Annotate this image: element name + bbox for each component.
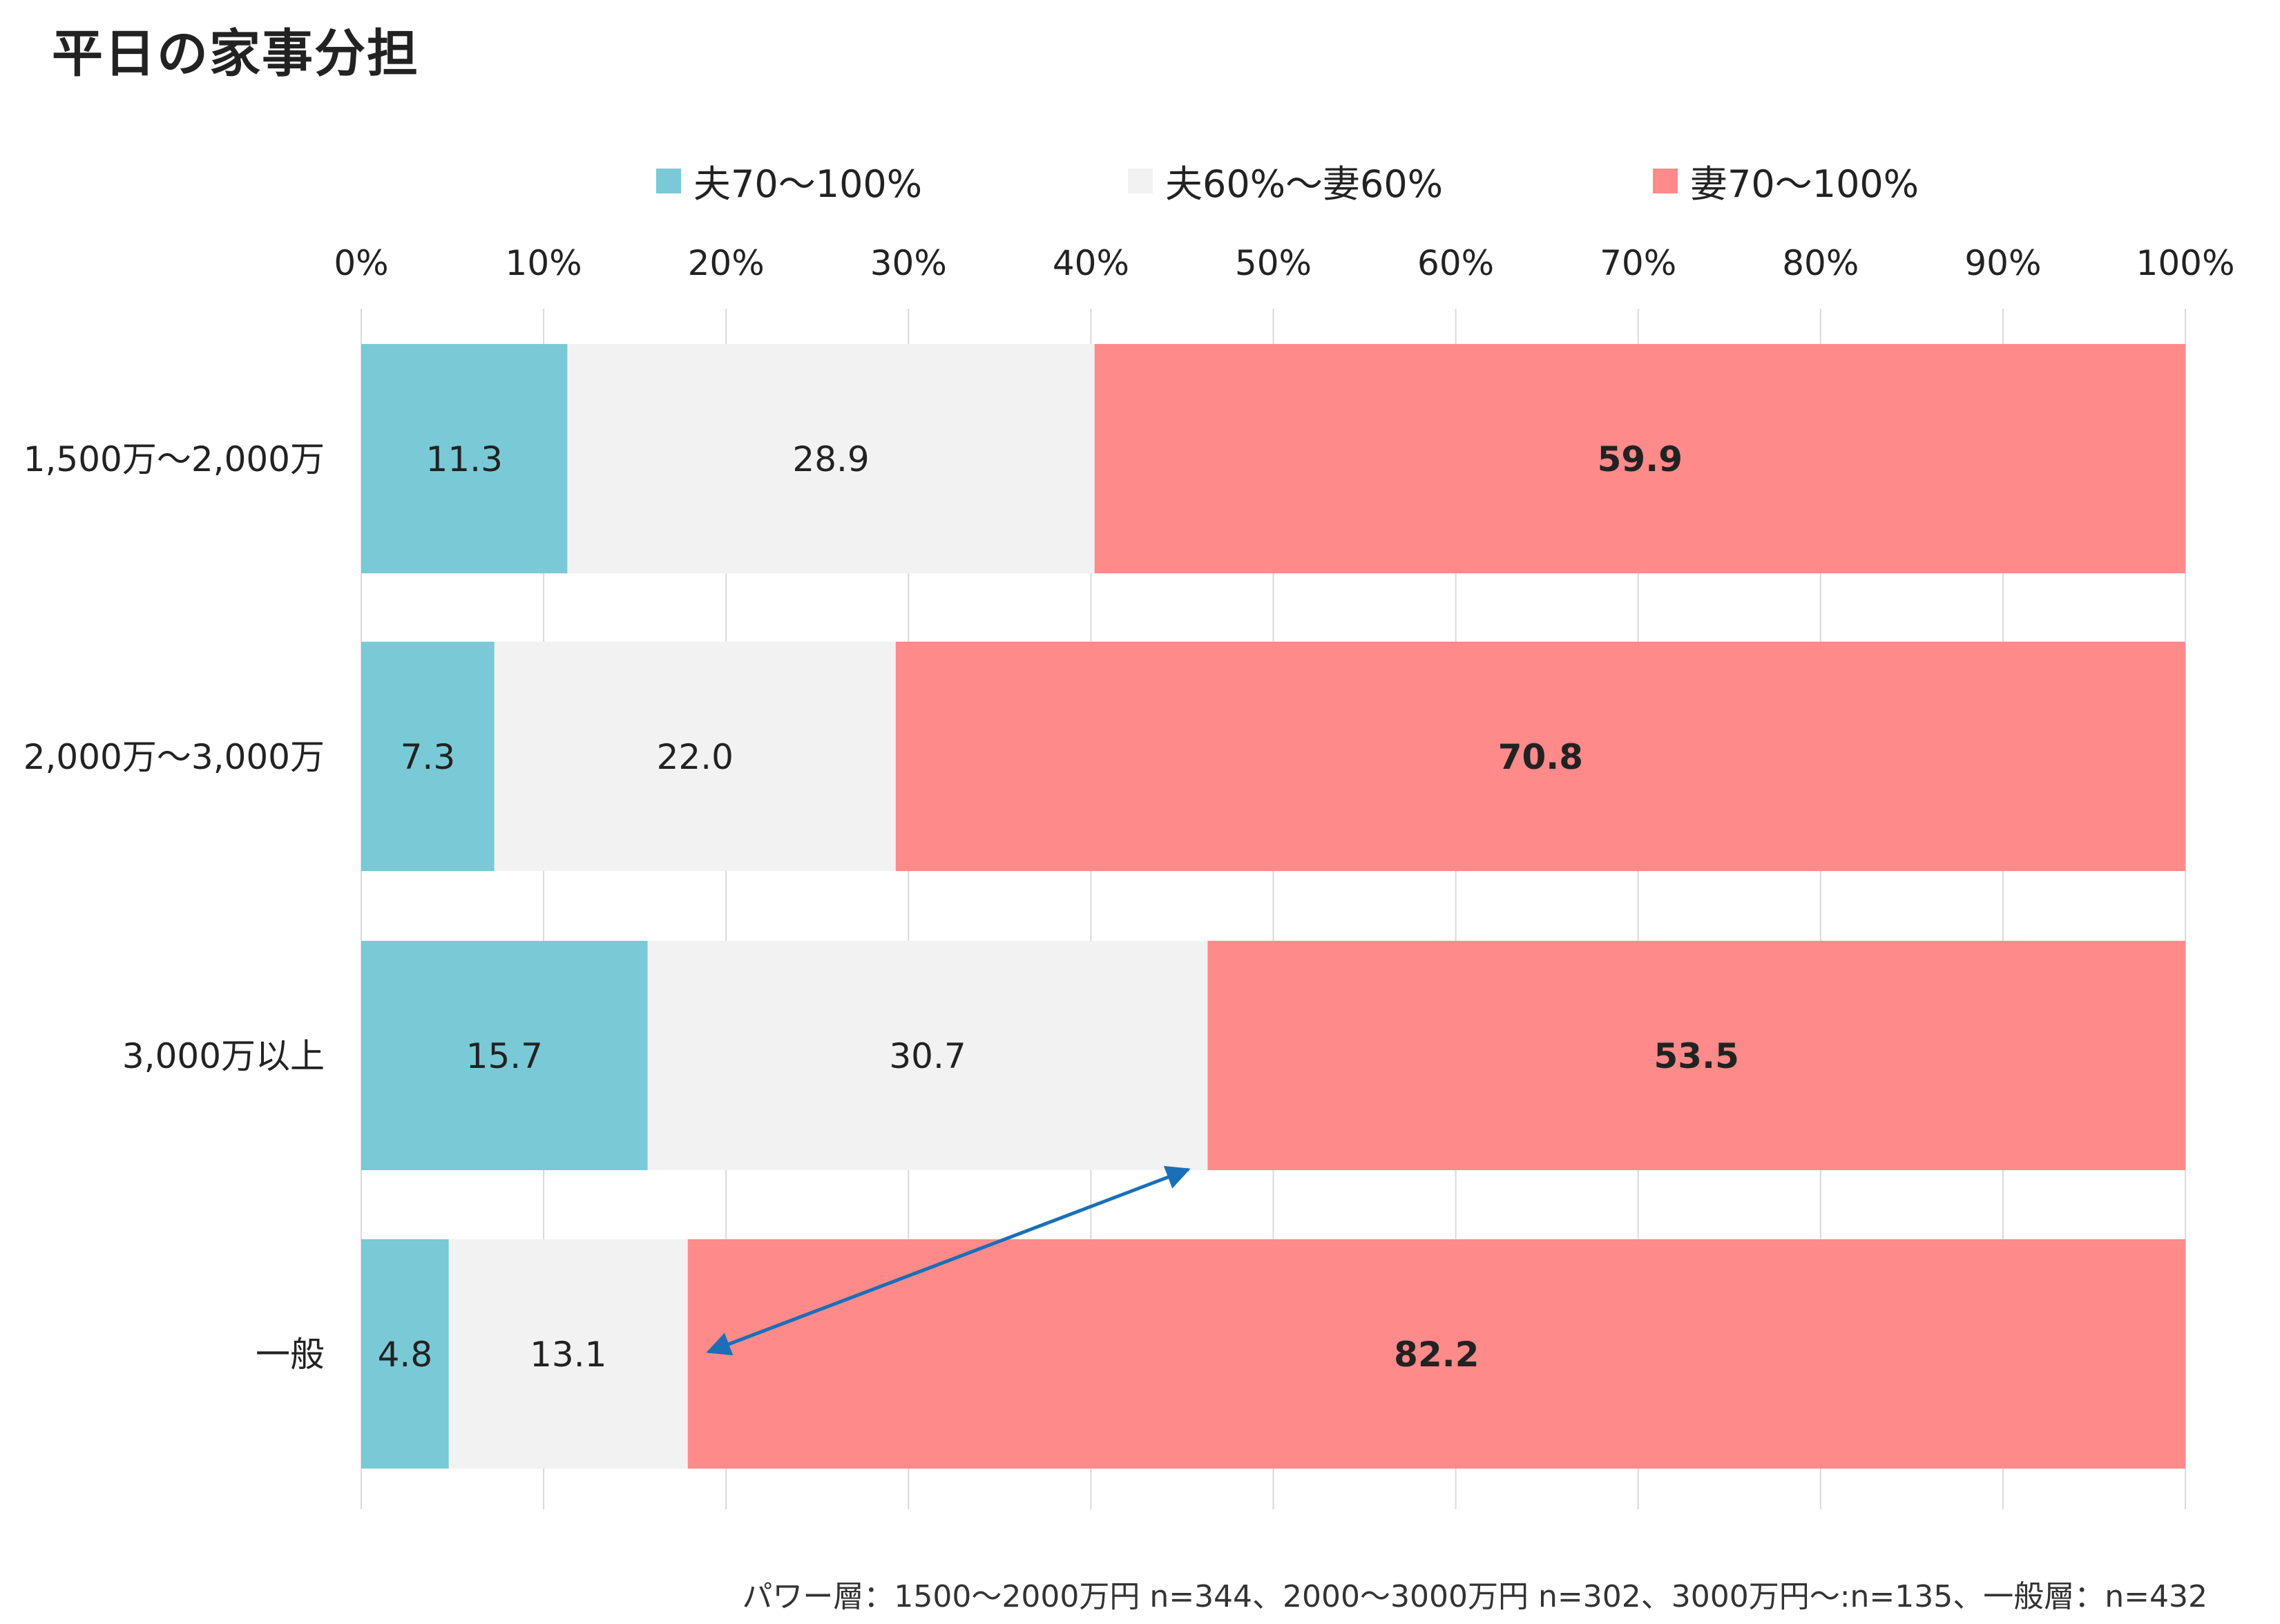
- legend-label-wife: 妻70〜100%: [1690, 162, 1919, 206]
- bar-value-label: 59.9: [1598, 439, 1683, 479]
- bar-value-label: 15.7: [466, 1036, 543, 1076]
- category-label: 一般: [256, 1335, 325, 1375]
- bar-segment: [361, 642, 495, 871]
- x-tick-label: 10%: [506, 243, 582, 283]
- bar-value-label: 7.3: [401, 737, 456, 777]
- legend-item-wife: 妻70〜100%: [1653, 153, 1919, 208]
- bar-segment: [361, 344, 568, 573]
- category-label: 1,500万〜2,000万: [23, 439, 325, 479]
- x-tick-label: 20%: [688, 243, 765, 283]
- bar-segment: [647, 941, 1208, 1170]
- chart-legend: 夫70〜100% 夫60%〜妻60% 妻70〜100%: [0, 153, 2280, 209]
- x-tick-label: 80%: [1782, 243, 1859, 283]
- bar-segment: [361, 941, 648, 1170]
- bar-value-label: 70.8: [1498, 737, 1583, 777]
- bar-segment: [1094, 344, 2185, 573]
- bar-value-label: 53.5: [1654, 1036, 1739, 1076]
- bar-segment: [1207, 941, 2185, 1170]
- bar-value-label: 30.7: [889, 1036, 966, 1076]
- comparison-arrow: [706, 1165, 1191, 1356]
- bar-value-label: 11.3: [426, 439, 503, 479]
- legend-swatch-shared: [1128, 168, 1153, 193]
- x-tick-label: 50%: [1235, 243, 1312, 283]
- bar-segment: [494, 642, 896, 871]
- chart-title: 平日の家事分担: [52, 24, 419, 84]
- bar-value-label: 82.2: [1394, 1335, 1479, 1375]
- bar-value-label: 4.8: [378, 1335, 433, 1375]
- bar-segment: [361, 1239, 449, 1469]
- x-tick-label: 70%: [1600, 243, 1676, 283]
- bar-segment: [895, 642, 2185, 871]
- legend-swatch-husband: [656, 168, 681, 193]
- category-label: 2,000万〜3,000万: [23, 737, 325, 777]
- category-label: 3,000万以上: [122, 1036, 325, 1076]
- x-tick-label: 60%: [1417, 243, 1494, 283]
- legend-item-husband: 夫70〜100%: [656, 153, 922, 208]
- bar-value-label: 13.1: [530, 1335, 606, 1375]
- x-tick-label: 100%: [2136, 243, 2235, 283]
- bar-segment: [448, 1239, 688, 1469]
- x-tick-label: 40%: [1053, 243, 1129, 283]
- legend-item-shared: 夫60%〜妻60%: [1128, 153, 1443, 208]
- bar-value-label: 22.0: [657, 737, 734, 777]
- x-tick-label: 0%: [334, 243, 388, 283]
- legend-label-shared: 夫60%〜妻60%: [1165, 162, 1444, 206]
- bar-segment: [567, 344, 1095, 573]
- sample-size-note: パワー層：1500〜2000万円 n=344、2000〜3000万円 n=302…: [742, 1579, 2207, 1614]
- x-tick-label: 90%: [1964, 243, 2041, 283]
- bar-value-label: 28.9: [792, 439, 869, 479]
- legend-swatch-wife: [1653, 168, 1678, 193]
- legend-label-husband: 夫70〜100%: [693, 162, 923, 206]
- x-tick-label: 30%: [870, 243, 947, 283]
